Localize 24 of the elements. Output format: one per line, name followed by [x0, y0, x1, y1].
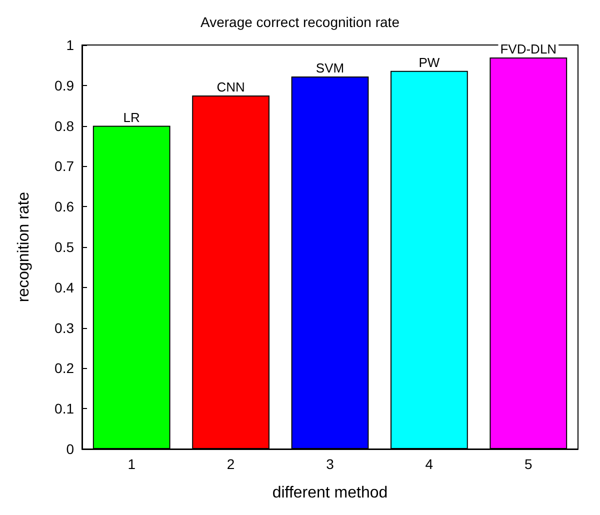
annotation: CNN	[216, 80, 245, 94]
y-tick-label: 0.2	[54, 360, 74, 376]
y-tick-label: 0	[66, 441, 74, 457]
x-tick-label: 1	[128, 456, 136, 472]
x-tick-label: 2	[226, 456, 235, 472]
y-axis-title: recognition rate	[16, 192, 32, 302]
x-tick-label: 3	[326, 456, 334, 472]
y-tick-label: 0.7	[54, 158, 74, 174]
y-tick-label: 0.1	[54, 400, 74, 417]
annotation: SVM	[316, 60, 344, 76]
chart-title: Average correct recognition rate	[200, 14, 400, 30]
x-tick-label: 4	[425, 456, 434, 472]
y-tick-label: 0.8	[54, 118, 74, 134]
y-tick-label: 0.4	[54, 279, 74, 296]
y-tick-label: 0.9	[54, 77, 74, 94]
y-tick-label: 0.6	[54, 198, 74, 215]
x-axis-title: different method	[272, 484, 388, 502]
annotation: LR	[123, 110, 140, 125]
x-tick-label: 5	[524, 456, 532, 472]
annotation: FVD-DLN	[500, 42, 557, 57]
annotation: PW	[418, 54, 440, 70]
y-tick-label: 0.3	[54, 320, 74, 336]
y-tick-label: 0.5	[54, 239, 74, 255]
y-tick-label: 1	[66, 37, 74, 53]
